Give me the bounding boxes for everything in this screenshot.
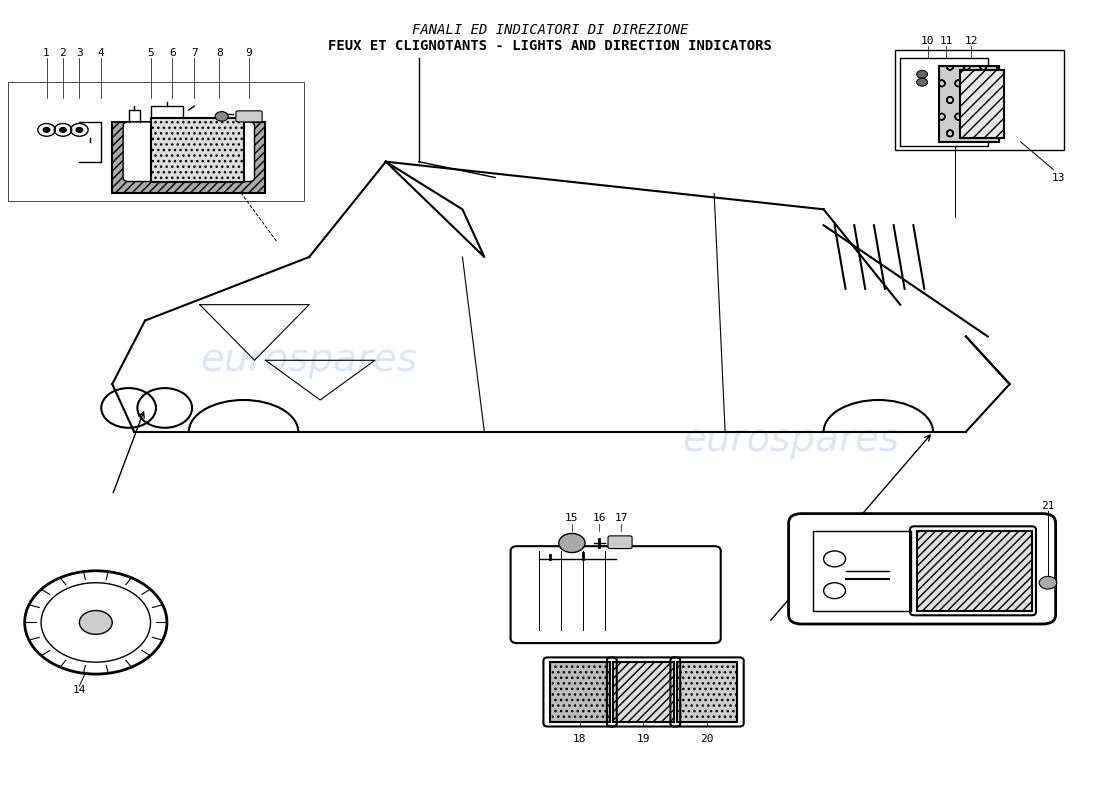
Text: 13: 13 xyxy=(1053,173,1066,182)
Bar xyxy=(813,531,911,610)
Text: eurospares: eurospares xyxy=(682,421,900,458)
Text: 12: 12 xyxy=(965,37,978,46)
Bar xyxy=(960,70,1004,138)
Text: eurospares: eurospares xyxy=(200,342,418,379)
Text: 5: 5 xyxy=(147,48,154,58)
FancyBboxPatch shape xyxy=(235,111,262,122)
Text: 2: 2 xyxy=(59,48,66,58)
Text: 6: 6 xyxy=(169,48,176,58)
Bar xyxy=(112,122,265,194)
Text: 8: 8 xyxy=(216,48,223,58)
Text: 7: 7 xyxy=(191,48,198,58)
Text: 19: 19 xyxy=(636,734,650,744)
Text: 4: 4 xyxy=(98,48,104,58)
Text: 1: 1 xyxy=(43,48,50,58)
Text: FANALI ED INDICATORI DI DIREZIONE: FANALI ED INDICATORI DI DIREZIONE xyxy=(411,22,689,37)
Text: 14: 14 xyxy=(73,685,86,695)
Bar xyxy=(938,66,999,142)
Bar xyxy=(614,662,673,722)
Bar xyxy=(900,58,988,146)
Text: 3: 3 xyxy=(76,48,82,58)
Bar xyxy=(916,531,1032,610)
Bar xyxy=(894,50,1065,150)
Text: 18: 18 xyxy=(573,734,586,744)
Bar xyxy=(151,118,243,182)
Text: 21: 21 xyxy=(1042,502,1055,511)
Text: 9: 9 xyxy=(245,48,252,58)
Circle shape xyxy=(916,70,927,78)
Text: 17: 17 xyxy=(615,513,628,523)
Circle shape xyxy=(76,127,82,132)
FancyBboxPatch shape xyxy=(789,514,1056,624)
Circle shape xyxy=(216,112,228,121)
Bar xyxy=(676,662,737,722)
FancyBboxPatch shape xyxy=(123,122,254,182)
Circle shape xyxy=(559,534,585,553)
Text: FEUX ET CLIGNOTANTS - LIGHTS AND DIRECTION INDICATORS: FEUX ET CLIGNOTANTS - LIGHTS AND DIRECTI… xyxy=(328,38,772,53)
Bar xyxy=(9,82,304,202)
Text: 20: 20 xyxy=(700,734,713,744)
Circle shape xyxy=(59,127,66,132)
Text: 15: 15 xyxy=(565,513,579,523)
FancyBboxPatch shape xyxy=(608,536,632,549)
Circle shape xyxy=(79,610,112,634)
Circle shape xyxy=(43,127,50,132)
Bar xyxy=(550,662,610,722)
FancyBboxPatch shape xyxy=(510,546,720,643)
Text: 16: 16 xyxy=(593,513,606,523)
Text: 10: 10 xyxy=(921,37,934,46)
Circle shape xyxy=(916,78,927,86)
Text: 11: 11 xyxy=(939,37,953,46)
Circle shape xyxy=(1040,576,1057,589)
